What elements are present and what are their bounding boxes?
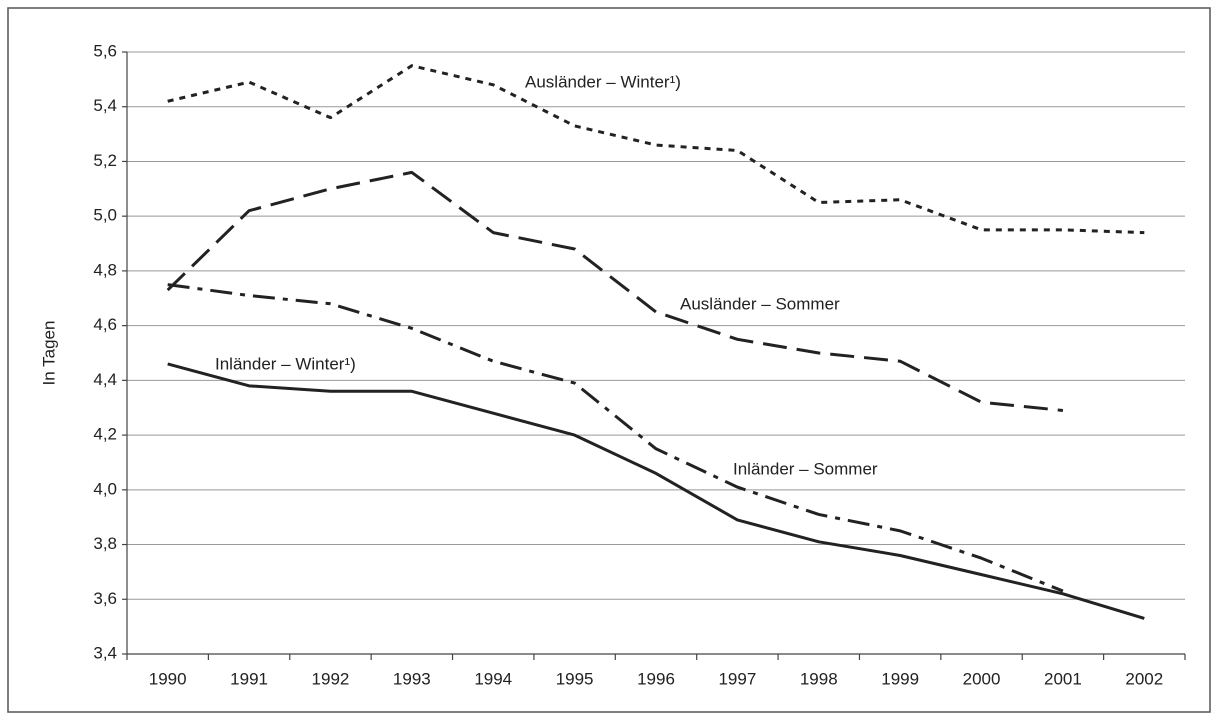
x-tick-label: 2001	[1044, 669, 1082, 688]
y-tick-label: 5,6	[93, 41, 117, 60]
y-tick-label: 5,0	[93, 206, 117, 225]
y-tick-label: 4,4	[93, 370, 117, 389]
y-tick-label: 5,4	[93, 96, 117, 115]
series-label: Inländer – Winter¹)	[215, 354, 356, 373]
x-tick-label: 1999	[881, 669, 919, 688]
frame	[7, 7, 1211, 713]
series-label: Inländer – Sommer	[733, 459, 878, 478]
x-tick-label: 2002	[1125, 669, 1163, 688]
x-tick-label: 2000	[963, 669, 1001, 688]
series-line	[167, 283, 1064, 593]
x-tick-label: 1997	[718, 669, 756, 688]
x-tick-label: 1990	[149, 669, 187, 688]
y-tick-label: 4,8	[93, 260, 117, 279]
x-tick-label: 1992	[312, 669, 350, 688]
series-line	[167, 362, 1145, 620]
x-tick-label: 1998	[800, 669, 838, 688]
y-tick-label: 5,2	[93, 151, 117, 170]
y-tick-label: 4,6	[93, 315, 117, 334]
series-label: Ausländer – Winter¹)	[525, 72, 681, 91]
y-tick-label: 4,0	[93, 479, 117, 498]
y-axis-label: In Tagen	[39, 321, 58, 386]
y-tick-label: 3,6	[93, 589, 117, 608]
x-tick-label: 1996	[637, 669, 675, 688]
y-tick-label: 4,2	[93, 425, 117, 444]
series-line	[166, 170, 1064, 412]
y-tick-label: 3,8	[93, 534, 117, 553]
x-tick-label: 1991	[230, 669, 268, 688]
series-line	[167, 64, 1145, 235]
x-tick-label: 1995	[556, 669, 594, 688]
series-label: Ausländer – Sommer	[680, 294, 840, 313]
x-tick-label: 1993	[393, 669, 431, 688]
x-tick-label: 1994	[474, 669, 512, 688]
y-tick-label: 3,4	[93, 643, 117, 662]
